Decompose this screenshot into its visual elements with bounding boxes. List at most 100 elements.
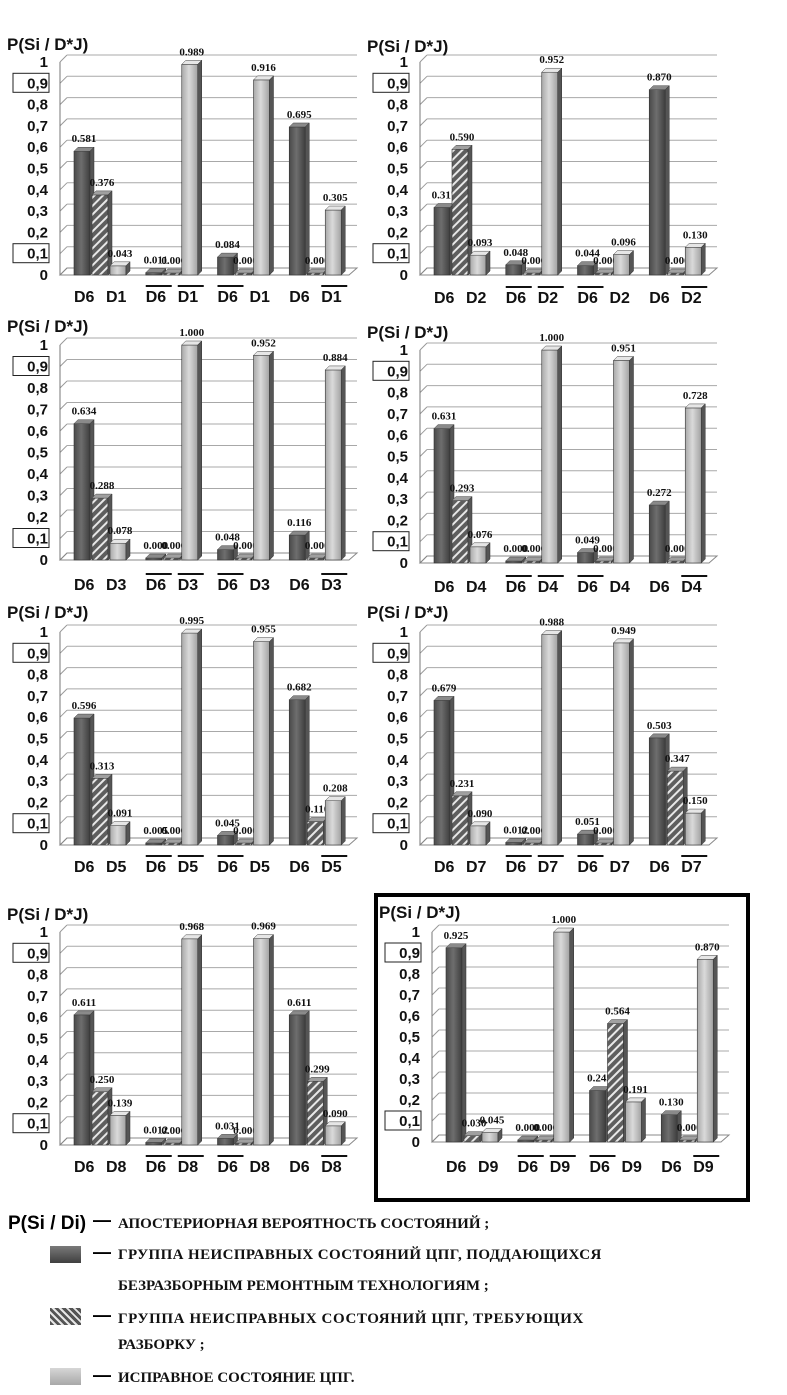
chart-floor bbox=[58, 837, 359, 846]
bar bbox=[451, 500, 469, 564]
chart-title: P(Si / D*J) bbox=[7, 35, 88, 54]
legend-item2-line2: РАЗБОРКУ ; bbox=[118, 1337, 205, 1353]
group-label-a: D6 bbox=[74, 1159, 95, 1176]
data-label: 0.376 bbox=[90, 177, 115, 189]
grid-diag bbox=[59, 203, 68, 212]
bar-side bbox=[557, 629, 562, 846]
legend-item1-line2: БЕЗРАЗБОРНЫМ РЕМОНТНЫМ ТЕХНОЛОГИЯМ ; bbox=[118, 1278, 489, 1294]
y-tick-label: 0,8 bbox=[387, 97, 408, 114]
y-tick-label: 0,8 bbox=[27, 97, 48, 114]
data-label: 0.313 bbox=[90, 760, 115, 772]
grid-diag bbox=[59, 924, 68, 933]
bar bbox=[145, 557, 163, 561]
data-label: 0.000 bbox=[521, 543, 546, 555]
grid-diag bbox=[419, 645, 428, 654]
chart-floor bbox=[418, 267, 719, 276]
y-tick-label: 0,7 bbox=[387, 688, 408, 705]
data-label: 0.000 bbox=[143, 540, 168, 552]
bar bbox=[613, 360, 630, 564]
y-tick-label: 0,3 bbox=[27, 203, 48, 220]
data-label: 0.955 bbox=[251, 624, 276, 636]
data-label: 0.590 bbox=[450, 131, 475, 143]
tick-box bbox=[12, 528, 50, 548]
group-label-a: D6 bbox=[218, 859, 239, 876]
y-tick-label: 0 bbox=[40, 552, 48, 569]
data-label: 0.078 bbox=[108, 525, 133, 537]
y-tick-label: 0,5 bbox=[27, 161, 48, 178]
bar bbox=[253, 355, 270, 561]
bar bbox=[306, 272, 324, 276]
y-tick-label: 0,5 bbox=[27, 445, 48, 462]
group-label-b: D2 bbox=[610, 290, 631, 307]
legend-swatch-light bbox=[50, 1368, 81, 1385]
y-tick-label: 0,7 bbox=[27, 988, 48, 1005]
chart-panel-2: 0 0,1 0,2 0,3 0,4 0,5 0,6 0,7 0,8 0,9 1P(Si / D*J)… bbox=[367, 37, 719, 307]
grid-diag bbox=[59, 1116, 68, 1125]
group-label-b: D5 bbox=[178, 859, 199, 876]
data-label: 0.000 bbox=[161, 540, 186, 552]
chart-panel-4: 0 0,1 0,2 0,3 0,4 0,5 0,6 0,7 0,8 0,9 1P(Si / D*J)… bbox=[367, 323, 719, 596]
grid-diag bbox=[59, 967, 68, 975]
grid-diag bbox=[419, 406, 428, 415]
y-tick-label: 0,7 bbox=[387, 406, 408, 423]
data-label: 0.043 bbox=[108, 248, 133, 260]
y-tick-label: 0,9 bbox=[387, 645, 408, 662]
chart-floor bbox=[58, 1137, 359, 1146]
data-label: 0.000 bbox=[305, 255, 330, 267]
grid-diag bbox=[59, 1031, 68, 1039]
grid-diag bbox=[59, 1052, 68, 1061]
bar bbox=[541, 349, 559, 564]
bar bbox=[235, 272, 252, 276]
bar-side bbox=[497, 1127, 503, 1143]
y-tick-label: 0,4 bbox=[387, 752, 409, 769]
grid-diag bbox=[59, 97, 68, 105]
y-tick-label: 0 bbox=[40, 837, 48, 854]
y-tick-label: 0,2 bbox=[27, 794, 48, 811]
bar-side bbox=[305, 122, 310, 276]
bar bbox=[109, 542, 127, 561]
bar bbox=[613, 254, 630, 276]
chart-panel-8: 0 0,1 0,2 0,3 0,4 0,5 0,6 0,7 0,8 0,9 1 P(Si / D*J)… bbox=[379, 903, 731, 1176]
bar bbox=[451, 149, 469, 276]
grid-diag bbox=[419, 534, 428, 543]
grid-diag bbox=[59, 945, 68, 954]
tick-box bbox=[12, 813, 50, 834]
bar bbox=[181, 938, 199, 1146]
legend-title-text: АПОСТЕРИОРНАЯ ВЕРОЯТНОСТЬ СОСТОЯНИЙ ; bbox=[118, 1216, 490, 1232]
y-tick-label: 0,5 bbox=[387, 449, 408, 466]
data-label: 0.091 bbox=[108, 808, 133, 820]
data-label: 0.076 bbox=[468, 529, 493, 541]
grid-diag bbox=[59, 509, 68, 518]
chart-panel-1: 0 0,1 0,2 0,3 0,4 0,5 0,6 0,7 0,8 0,9 1P(Si / D*J)… bbox=[7, 35, 359, 306]
bar bbox=[324, 369, 342, 561]
grid-diag bbox=[419, 709, 428, 718]
grid-diag bbox=[431, 966, 440, 975]
chart-title: P(Si / D*J) bbox=[367, 37, 448, 56]
bar-side bbox=[107, 190, 113, 276]
y-tick-label: 0,1 bbox=[27, 816, 48, 833]
data-label: 0.679 bbox=[432, 682, 457, 694]
y-tick-label: 0,1 bbox=[387, 246, 408, 263]
legend-dash-2: — bbox=[93, 1305, 111, 1325]
data-label: 0.000 bbox=[161, 1125, 186, 1137]
grid-diag bbox=[59, 75, 68, 84]
legend-title: P(Si / Di) bbox=[8, 1213, 87, 1234]
bar-side bbox=[485, 250, 491, 276]
data-label: 0.000 bbox=[233, 1125, 258, 1137]
group-label-b: D7 bbox=[538, 859, 559, 876]
y-tick-label: 0,7 bbox=[27, 402, 48, 419]
chart-title: P(Si / D*J) bbox=[367, 323, 448, 342]
data-label: 0.347 bbox=[665, 753, 690, 765]
y-tick-label: 0,6 bbox=[399, 1008, 420, 1025]
bar-side bbox=[557, 67, 562, 276]
y-tick-label: 0 bbox=[400, 837, 408, 854]
y-tick-label: 0,6 bbox=[387, 427, 408, 444]
data-label: 0.317 bbox=[432, 189, 457, 201]
bar bbox=[73, 150, 91, 276]
bar bbox=[217, 549, 234, 561]
data-label: 0.000 bbox=[233, 255, 258, 267]
bar-side bbox=[125, 821, 131, 846]
bar-side bbox=[341, 205, 346, 276]
bar-side bbox=[197, 340, 202, 561]
y-tick-label: 0,9 bbox=[27, 75, 48, 92]
